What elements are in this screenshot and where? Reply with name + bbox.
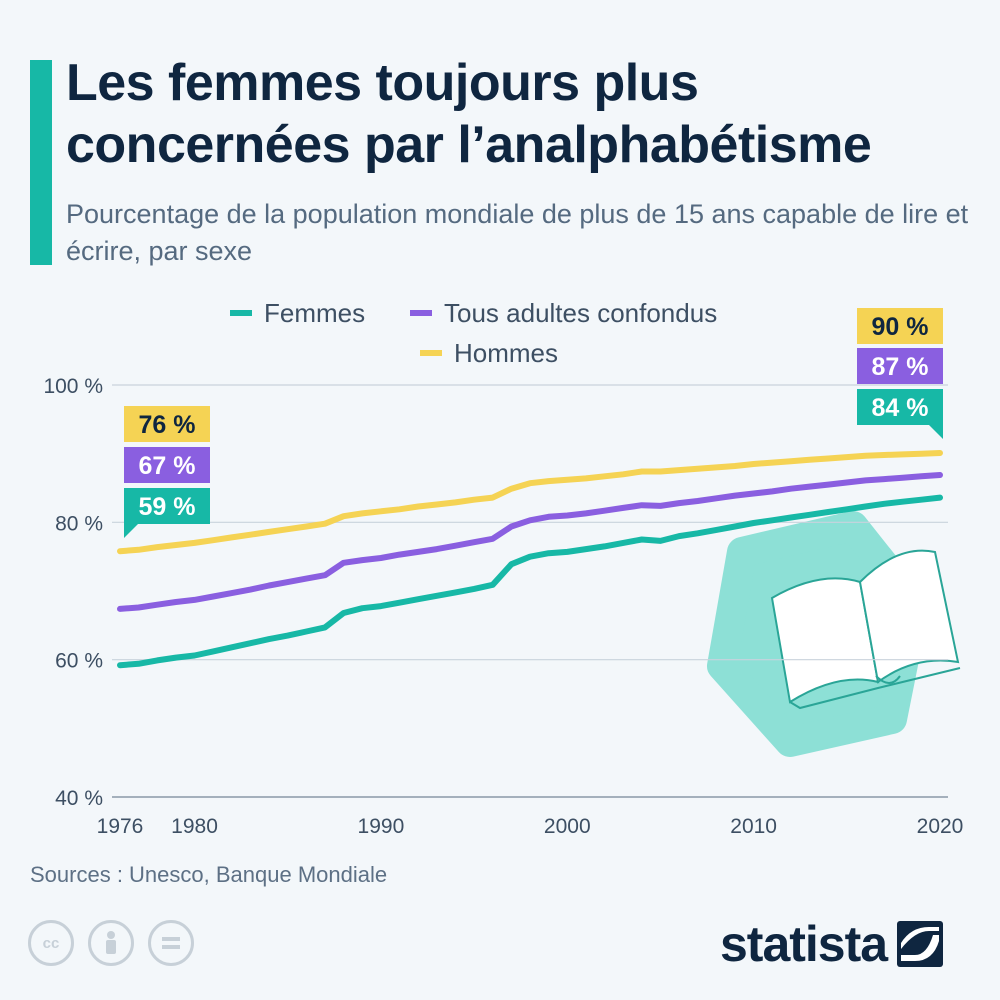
series-line-tous	[117, 472, 943, 612]
start-label-femmes-pointer	[124, 524, 138, 538]
end-label-hommes-box	[857, 308, 943, 344]
end-label-hommes: 90 %	[872, 313, 929, 341]
statista-logo[interactable]: statista	[720, 915, 944, 973]
page-subtitle: Pourcentage de la population mondiale de…	[66, 199, 969, 266]
start-label-femmes: 59 %	[139, 493, 196, 521]
book-illustration-icon	[707, 511, 961, 757]
legend-label-hommes: Hommes	[454, 338, 558, 368]
cc-icon[interactable]: cc	[28, 920, 74, 966]
literacy-line-chart: 40 % 60 % 80 % 100 % 1976 1980 1990 2000 2010 202…	[43, 298, 964, 838]
start-label-femmes-box	[124, 488, 210, 524]
legend-swatch-femmes	[230, 310, 252, 316]
x-tick-label: 2020	[917, 815, 964, 838]
source-note: Sources : Unesco, Banque Mondiale	[30, 862, 388, 887]
start-label-tous-box	[124, 447, 210, 483]
x-tick-label: 1976	[97, 815, 144, 838]
y-tick-label: 80 %	[55, 512, 103, 535]
accent-bar	[30, 60, 52, 265]
attribution-icon[interactable]	[88, 920, 134, 966]
legend-swatch-hommes	[420, 350, 442, 356]
end-label-femmes-box	[857, 389, 943, 425]
x-tick-label: 1990	[358, 815, 405, 838]
x-tick-label: 2000	[544, 815, 591, 838]
end-label-tous-box	[857, 348, 943, 384]
x-tick-label: 2010	[730, 815, 777, 838]
license-icons: cc	[28, 920, 194, 966]
series-line-femmes	[117, 494, 943, 669]
start-label-hommes-box	[124, 406, 210, 442]
page-title: Les femmes toujours plus concernées par …	[66, 54, 872, 174]
no-derivatives-icon[interactable]	[148, 920, 194, 966]
y-tick-label: 100 %	[43, 375, 103, 398]
start-label-hommes: 76 %	[139, 411, 196, 439]
legend-label-femmes: Femmes	[264, 298, 365, 328]
statista-mark-icon	[897, 921, 944, 967]
end-label-tous: 87 %	[872, 353, 929, 381]
end-label-femmes-pointer	[929, 425, 943, 439]
series-line-hommes	[117, 450, 943, 555]
brand-name: statista	[720, 916, 888, 972]
x-tick-label: 1980	[171, 815, 218, 838]
y-tick-label: 40 %	[55, 787, 103, 810]
end-label-femmes: 84 %	[872, 394, 929, 422]
start-label-tous: 67 %	[139, 452, 196, 480]
y-tick-label: 60 %	[55, 650, 103, 673]
legend-label-tous: Tous adultes confondus	[444, 298, 717, 328]
legend-swatch-tous	[410, 310, 432, 316]
